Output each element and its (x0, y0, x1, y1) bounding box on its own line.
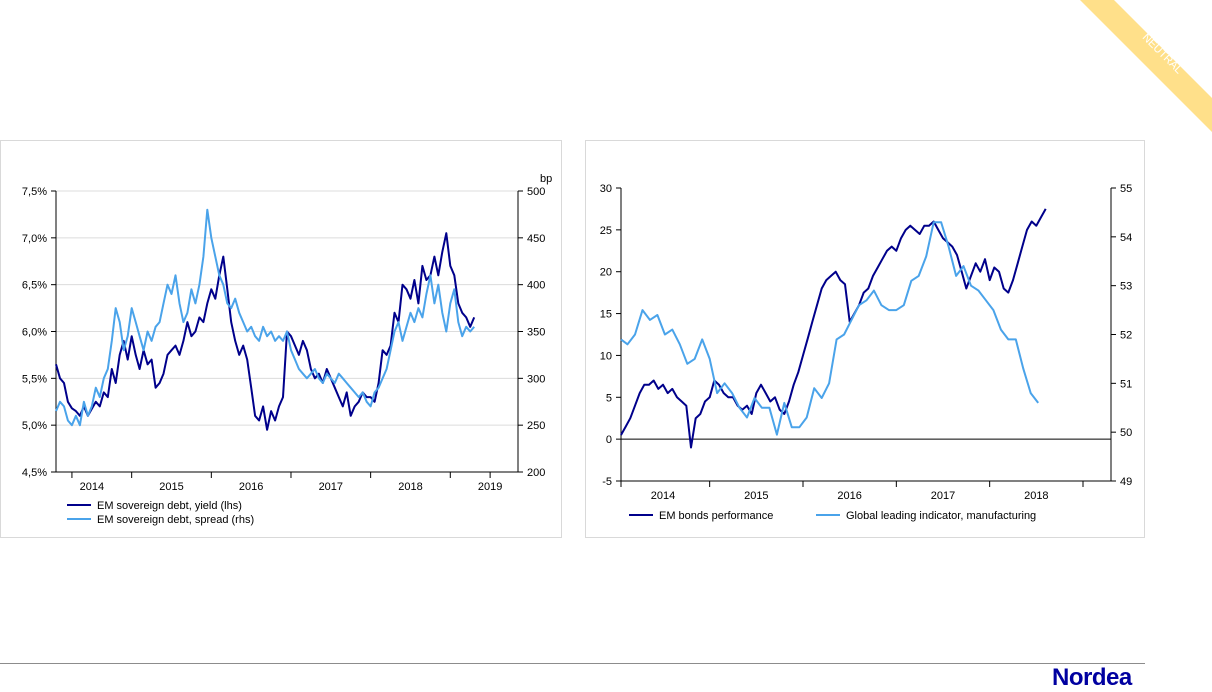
y-right-unit-label: bp (540, 173, 552, 185)
x-tick-label: 2014 (651, 490, 675, 502)
y-right-tick-label: 500 (527, 186, 545, 198)
y-right-tick-label: 55 (1120, 183, 1132, 195)
x-tick-label: 2016 (837, 490, 861, 502)
y-right-tick-label: 52 (1120, 330, 1132, 342)
y-left-tick-label: 5,0% (22, 420, 47, 432)
legend-label-0: EM bonds performance (659, 510, 773, 522)
x-tick-label: 2018 (1024, 490, 1048, 502)
legend-label-1: Global leading indicator, manufacturing (846, 510, 1036, 522)
x-tick-label: 2014 (80, 481, 104, 493)
series-line-1 (620, 221, 1039, 436)
y-left-tick-label: 7,5% (22, 186, 47, 198)
y-left-tick-label: 10 (600, 350, 612, 362)
chart-panel-bonds-indicator: -5 0 5 10 15 20 25 30 49 50 51 52 53 54 55 2014 2015 2016… (585, 140, 1145, 538)
y-left-tick-label: -5 (602, 476, 612, 488)
y-right-tick-label: 54 (1120, 232, 1132, 244)
y-left-tick-label: 0 (606, 434, 612, 446)
y-left-tick-label: 30 (600, 183, 612, 195)
y-left-tick-label: 4,5% (22, 467, 47, 479)
series-line-1 (55, 208, 475, 427)
y-left-tick-label: 5,5% (22, 373, 47, 385)
chart-yield-spread: 4,5% 5,0% 5,5% 6,0% 6,5% 7,0% 7,5% 200 250 300 350… (22, 173, 552, 526)
y-right-tick-label: 50 (1120, 427, 1132, 439)
y-right-tick-label: 53 (1120, 281, 1132, 293)
legend-label-1: EM sovereign debt, spread (rhs) (97, 514, 254, 526)
y-left-tick-label: 6,0% (22, 327, 47, 339)
y-left-tick-label: 7,0% (22, 233, 47, 245)
x-tick-label: 2018 (398, 481, 422, 493)
chart-bonds-indicator: -5 0 5 10 15 20 25 30 49 50 51 52 53 54 55 2014 2015 2016… (600, 183, 1133, 522)
y-left-tick-label: 15 (600, 309, 612, 321)
y-left-tick-label: 20 (600, 267, 612, 279)
ribbon-band (1080, 0, 1212, 132)
y-right-tick-label: 51 (1120, 378, 1132, 390)
series-line-0 (620, 208, 1047, 449)
y-right-tick-label: 49 (1120, 476, 1132, 488)
nordea-logo: Nordea (1052, 664, 1132, 691)
x-tick-label: 2017 (931, 490, 955, 502)
y-right-tick-label: 300 (527, 373, 545, 385)
x-tick-label: 2015 (744, 490, 768, 502)
y-right-tick-label: 250 (527, 420, 545, 432)
y-right-tick-label: 450 (527, 233, 545, 245)
x-tick-label: 2016 (239, 481, 263, 493)
y-left-tick-label: 5 (606, 392, 612, 404)
chart-panel-yield-spread: 4,5% 5,0% 5,5% 6,0% 6,5% 7,0% 7,5% 200 250 300 350… (0, 140, 562, 538)
y-right-tick-label: 400 (527, 280, 545, 292)
y-right-tick-label: 200 (527, 467, 545, 479)
corner-ribbon: NEUTRAL (1080, 0, 1212, 132)
y-right-tick-label: 350 (527, 327, 545, 339)
series-line-0 (55, 232, 476, 431)
y-left-tick-label: 25 (600, 225, 612, 237)
x-tick-label: 2015 (159, 481, 183, 493)
x-tick-label: 2017 (319, 481, 343, 493)
x-tick-label: 2019 (478, 481, 502, 493)
y-left-tick-label: 6,5% (22, 280, 47, 292)
legend-label-0: EM sovereign debt, yield (lhs) (97, 500, 242, 512)
footer-divider (0, 663, 1145, 664)
